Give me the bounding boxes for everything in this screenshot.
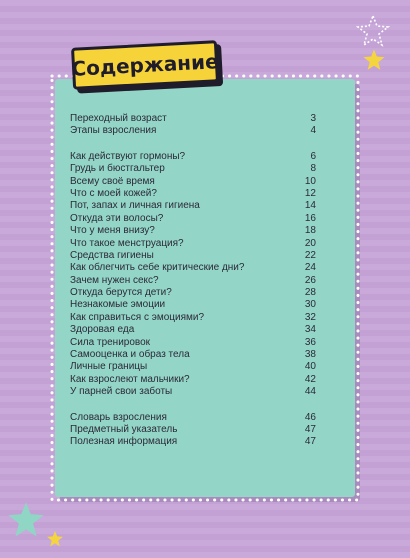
toc-entry-title: Откуда эти волосы?	[70, 212, 164, 224]
toc-entry-title: Предметный указатель	[70, 423, 178, 435]
contents-card	[55, 79, 355, 497]
toc-entry-page: 44	[304, 386, 316, 398]
toc-entry-title: Грудь и бюстгальтер	[70, 163, 165, 175]
toc-entry-page: 6	[310, 150, 316, 162]
toc-entry-title: Словарь взросления	[70, 411, 167, 423]
toc-entry: Как действуют гормоны? 6	[70, 151, 316, 163]
toc-entry: Что у меня внизу? 18	[70, 225, 316, 237]
toc-entry: Здоровая еда 34	[70, 324, 316, 336]
toc-entry-title: У парней свои заботы	[70, 386, 173, 398]
toc-entry-page: 10	[304, 175, 316, 187]
toc-entry: Как взрослеют мальчики? 42	[70, 374, 316, 386]
toc-entry-title: Этапы взросления	[70, 125, 157, 137]
toc-entry-page: 18	[304, 225, 316, 237]
toc-entry: Всему своё время 10	[70, 176, 316, 188]
toc-entry-page: 12	[304, 187, 316, 199]
toc-entry: Этапы взросления 4	[70, 125, 316, 137]
toc-entry-page: 4	[310, 125, 316, 137]
toc-entry: Личные границы 40	[70, 361, 316, 373]
toc-entry-page: 3	[310, 113, 316, 124]
toc-entry-page: 47	[304, 423, 316, 435]
dotted-border	[50, 74, 360, 502]
toc-entry-page: 42	[304, 373, 316, 385]
toc-entry-title: Зачем нужен секс?	[70, 274, 159, 286]
toc-entry-page: 30	[304, 299, 316, 311]
toc-entry-title: Личные границы	[70, 361, 148, 373]
toc-entry: Что с моей кожей? 12	[70, 188, 316, 200]
toc-entry-page: 20	[304, 237, 316, 249]
toc-entry-page: 46	[304, 411, 316, 423]
toc-entry: Словарь взросления 46	[70, 412, 316, 424]
toc-entry-title: Откуда берутся дети?	[70, 287, 172, 299]
toc-entry: Средства гигиены 22	[70, 250, 316, 262]
toc-entry-title: Пот, запах и личная гигиена	[70, 200, 200, 212]
toc-entry-page: 28	[304, 287, 316, 299]
toc-entry-title: Полезная информация	[70, 436, 178, 448]
toc-entry-page: 8	[310, 163, 316, 175]
toc-entry: Самооценка и образ тела 38	[70, 349, 316, 361]
toc-entry-page: 22	[304, 249, 316, 261]
toc-entry-page: 26	[304, 274, 316, 286]
toc-entry-title: Незнакомые эмоции	[70, 299, 166, 311]
page-title: Содержание	[70, 49, 220, 81]
toc-entry-page: 34	[304, 324, 316, 336]
toc-entry-page: 14	[304, 200, 316, 212]
toc-entry-title: Как взрослеют мальчики?	[70, 373, 190, 385]
toc-entry-page: 16	[304, 212, 316, 224]
yellow-star-icon	[363, 49, 385, 70]
toc-entry: Зачем нужен секс? 26	[70, 275, 316, 287]
toc-entry-page: 38	[304, 349, 316, 361]
toc-entry: Как справиться с эмоциями? 32	[70, 312, 316, 324]
toc-entry: Откуда эти волосы? 16	[70, 213, 316, 225]
toc-entry-title: Всему своё время	[70, 175, 155, 187]
toc-entry-page: 47	[304, 436, 316, 448]
toc-entry: Сила тренировок 36	[70, 337, 316, 349]
toc-entry-title: Что у меня внизу?	[70, 225, 155, 237]
toc-entry-title: Как действуют гормоны?	[70, 150, 186, 162]
yellow-star-small-icon	[47, 531, 63, 547]
toc-entry-title: Как справиться с эмоциями?	[70, 311, 205, 323]
toc-entry: Откуда берутся дети? 28	[70, 287, 316, 299]
toc-entry-page: 32	[304, 311, 316, 323]
toc-entry-title: Сила тренировок	[70, 336, 151, 348]
toc-entry: Переходный возраст 3	[70, 113, 316, 125]
toc-entry-title: Самооценка и образ тела	[70, 349, 190, 361]
toc-entry-title: Средства гигиены	[70, 249, 154, 261]
toc-entry-page: 36	[304, 336, 316, 348]
table-of-contents: Переходный возраст 3 Этапы взросления 4 Как…	[70, 113, 316, 449]
toc-entry-title: Переходный возраст	[70, 113, 167, 124]
outline-star-icon	[356, 14, 390, 47]
toc-entry-title: Здоровая еда	[70, 324, 135, 336]
toc-entry: У парней свои заботы 44	[70, 386, 316, 398]
toc-entry: Грудь и бюстгальтер 8	[70, 163, 316, 175]
toc-entry-title: Что такое менструация?	[70, 237, 184, 249]
toc-entry-page: 24	[304, 262, 316, 274]
toc-entry: Что такое менструация? 20	[70, 238, 316, 250]
toc-entry-title: Как облегчить себе критические дни?	[70, 262, 245, 274]
toc-entry: Предметный указатель 47	[70, 424, 316, 436]
toc-entry: Пот, запах и личная гигиена 14	[70, 200, 316, 212]
toc-entry: Полезная информация 47	[70, 436, 316, 448]
toc-entry: Незнакомые эмоции 30	[70, 299, 316, 311]
toc-entry-page: 40	[304, 361, 316, 373]
toc-entry-title: Что с моей кожей?	[70, 187, 157, 199]
title-tag: Содержание	[71, 40, 219, 90]
teal-star-icon	[8, 502, 44, 537]
toc-entry: Как облегчить себе критические дни? 24	[70, 262, 316, 274]
